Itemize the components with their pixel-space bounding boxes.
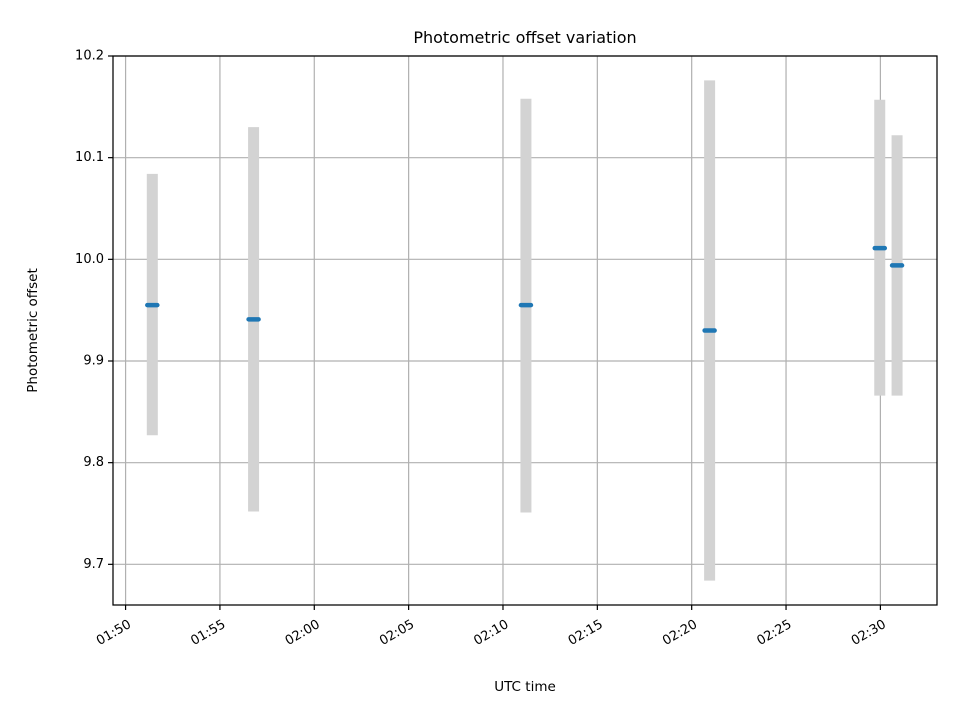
y-tick-label: 9.8: [83, 455, 104, 470]
y-tick-label: 10.0: [75, 252, 104, 267]
y-tick-label: 9.9: [83, 354, 104, 369]
chart-title: Photometric offset variation: [413, 28, 636, 47]
y-tick-label: 9.7: [83, 557, 104, 572]
y-axis-label: Photometric offset: [25, 268, 41, 392]
data-points: [145, 245, 905, 333]
x-axis-label: UTC time: [494, 679, 556, 695]
plot-frame: [112, 55, 938, 606]
y-tick-label: 10.2: [75, 49, 104, 64]
y-tick-label: 10.1: [75, 150, 104, 165]
y-axis-ticks: 9.7 9.8 9.9 10.0 10.1 10.2: [75, 49, 113, 572]
